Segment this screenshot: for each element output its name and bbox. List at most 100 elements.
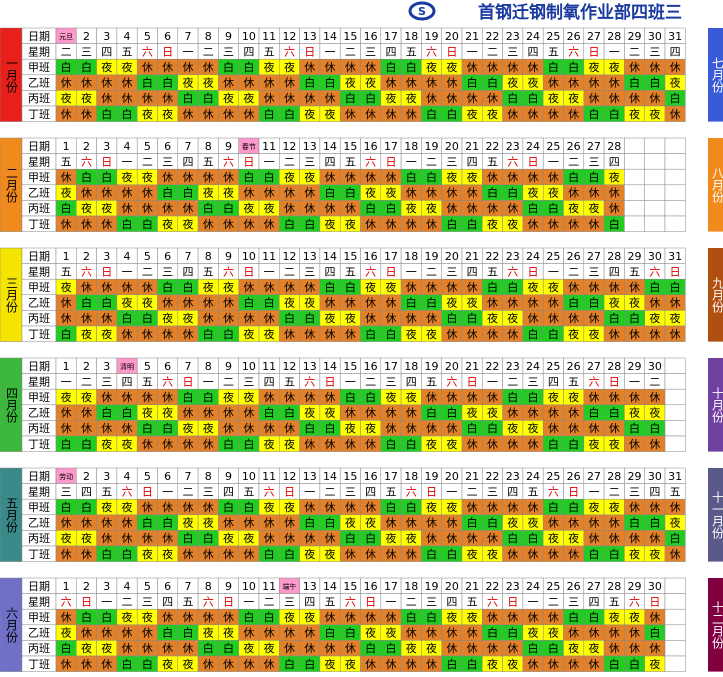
day-number: 3 bbox=[103, 140, 110, 153]
shift: 白 bbox=[243, 170, 254, 184]
shift: 休 bbox=[142, 202, 153, 215]
day-number: 15 bbox=[343, 30, 357, 43]
shift: 白 bbox=[426, 107, 437, 121]
shift: 夜 bbox=[81, 390, 92, 404]
day-number: 28 bbox=[607, 30, 621, 43]
shift: 休 bbox=[507, 642, 518, 655]
shift: 休 bbox=[406, 77, 417, 90]
day-number: 2 bbox=[83, 580, 90, 593]
weekday: 二 bbox=[284, 265, 295, 278]
weekday: 二 bbox=[609, 485, 620, 498]
shift: 休 bbox=[588, 391, 599, 404]
shift: 休 bbox=[304, 391, 315, 404]
month-label: 一月份 bbox=[5, 57, 19, 93]
shift: 休 bbox=[203, 61, 214, 74]
row-label: 乙班 bbox=[28, 407, 50, 420]
shift: 休 bbox=[101, 517, 112, 530]
weekday: 二 bbox=[487, 45, 498, 58]
day-number: 30 bbox=[648, 250, 662, 263]
shift: 夜 bbox=[182, 421, 193, 435]
shift: 白 bbox=[284, 311, 295, 325]
day-number: 24 bbox=[526, 580, 540, 593]
weekday: 四 bbox=[446, 595, 457, 608]
shift: 休 bbox=[365, 501, 376, 514]
weekday: 日 bbox=[609, 375, 620, 388]
shift: 白 bbox=[568, 296, 579, 310]
shift: 夜 bbox=[487, 311, 498, 325]
shift: 休 bbox=[264, 218, 275, 231]
weekday: 六 bbox=[568, 45, 579, 58]
shift: 夜 bbox=[325, 311, 336, 325]
shift: 白 bbox=[345, 280, 356, 294]
shift: 夜 bbox=[426, 327, 437, 341]
shift: 白 bbox=[264, 610, 275, 624]
weekday: 日 bbox=[670, 265, 681, 278]
grid-cell bbox=[624, 153, 645, 170]
weekday: 二 bbox=[182, 485, 193, 498]
shift: 白 bbox=[264, 406, 275, 420]
shift: 休 bbox=[284, 281, 295, 294]
shift: 休 bbox=[325, 438, 336, 451]
shift: 休 bbox=[406, 218, 417, 231]
day-number: 9 bbox=[225, 30, 232, 43]
shift: 夜 bbox=[61, 531, 72, 545]
day-number: 20 bbox=[445, 140, 459, 153]
shift: 白 bbox=[548, 60, 559, 74]
month-label: 五月份 bbox=[5, 497, 19, 533]
shift: 休 bbox=[609, 642, 620, 655]
day-number: 6 bbox=[164, 140, 171, 153]
weekday: 六 bbox=[162, 375, 173, 388]
shift: 休 bbox=[548, 171, 559, 184]
month-label: 八月份 bbox=[711, 167, 723, 203]
row-label: 日期 bbox=[28, 470, 50, 483]
day-number: 23 bbox=[506, 580, 520, 593]
shift: 休 bbox=[61, 407, 72, 420]
shift: 夜 bbox=[61, 186, 72, 200]
day-number: 7 bbox=[184, 360, 191, 373]
day-number: 14 bbox=[323, 250, 337, 263]
shift: 夜 bbox=[142, 170, 153, 184]
weekday: 一 bbox=[243, 595, 254, 608]
shift: 休 bbox=[203, 548, 214, 561]
shift: 白 bbox=[81, 296, 92, 310]
weekday: 日 bbox=[325, 375, 336, 388]
shift: 夜 bbox=[588, 641, 599, 655]
day-number: 21 bbox=[465, 140, 479, 153]
shift: 休 bbox=[304, 627, 315, 640]
month-band bbox=[708, 468, 723, 562]
day-number: 17 bbox=[384, 470, 398, 483]
shift: 休 bbox=[243, 108, 254, 121]
shift: 休 bbox=[385, 312, 396, 325]
day-number: 19 bbox=[425, 470, 439, 483]
shift: 休 bbox=[365, 658, 376, 671]
day-number: 17 bbox=[384, 580, 398, 593]
day-number: 1 bbox=[63, 360, 70, 373]
shift: 夜 bbox=[649, 406, 660, 420]
shift: 休 bbox=[223, 312, 234, 325]
month-label: 七月份 bbox=[711, 56, 723, 92]
weekday: 四 bbox=[385, 45, 396, 58]
shift: 白 bbox=[203, 390, 214, 404]
shift: 夜 bbox=[325, 107, 336, 121]
shift: 休 bbox=[588, 187, 599, 200]
month-band bbox=[708, 138, 723, 232]
day-number: 7 bbox=[184, 30, 191, 43]
shift: 夜 bbox=[446, 296, 457, 310]
holiday: 劳动 bbox=[59, 472, 73, 481]
day-number: 25 bbox=[546, 140, 560, 153]
weekday: 二 bbox=[203, 45, 214, 58]
day-number: 13 bbox=[303, 250, 317, 263]
day-number: 3 bbox=[103, 360, 110, 373]
shift: 夜 bbox=[304, 547, 315, 561]
shift: 夜 bbox=[609, 437, 620, 451]
shift: 白 bbox=[325, 186, 336, 200]
weekday: 五 bbox=[182, 595, 193, 608]
shift: 夜 bbox=[122, 610, 133, 624]
day-number: 9 bbox=[225, 470, 232, 483]
shift: 白 bbox=[588, 406, 599, 420]
shift: 休 bbox=[101, 312, 112, 325]
shift: 夜 bbox=[142, 547, 153, 561]
shift: 休 bbox=[568, 218, 579, 231]
weekday: 五 bbox=[487, 265, 498, 278]
shift: 休 bbox=[649, 92, 660, 105]
